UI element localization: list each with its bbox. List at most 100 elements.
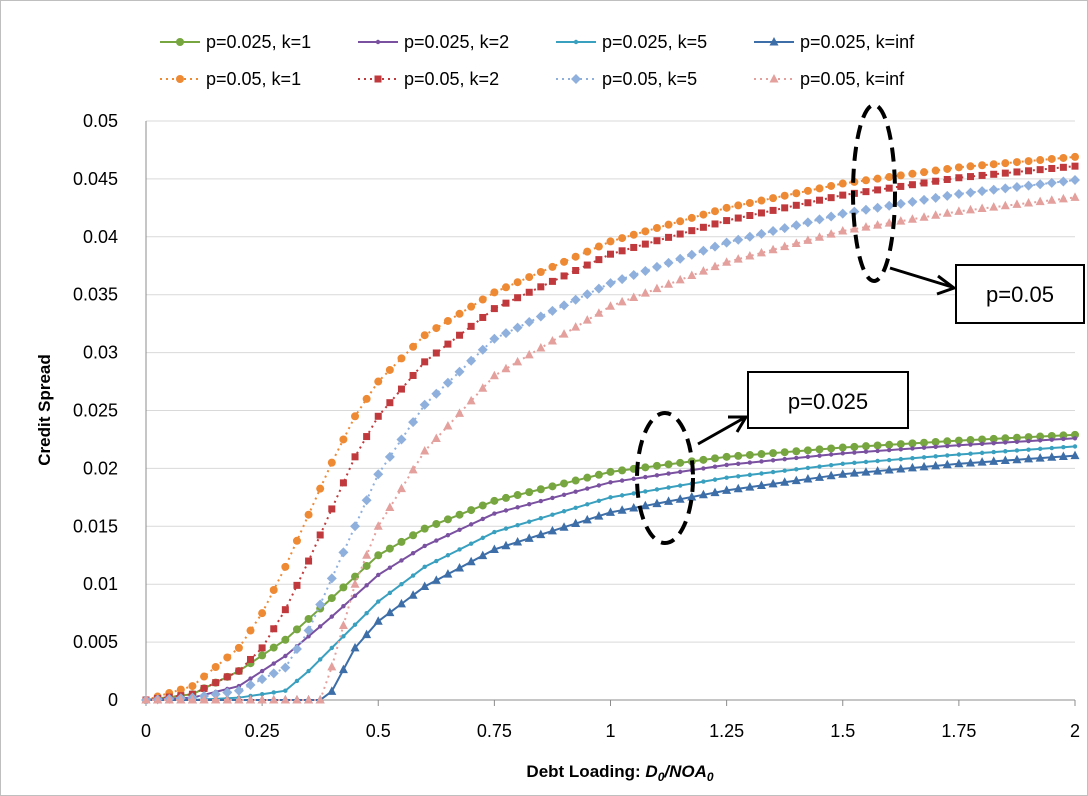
data-point xyxy=(780,477,790,486)
data-point xyxy=(362,550,372,559)
data-point xyxy=(455,408,465,417)
data-point xyxy=(399,558,404,563)
data-point xyxy=(756,247,766,257)
data-point xyxy=(722,203,731,212)
data-point xyxy=(258,651,267,660)
data-point xyxy=(559,522,569,531)
data-point xyxy=(861,176,870,185)
legend: p=0.025, k=1 p=0.025, k=2 p=0.025, k=5 p=0.… xyxy=(160,32,915,89)
data-point xyxy=(747,472,753,478)
data-point xyxy=(860,204,871,215)
data-point xyxy=(501,540,511,550)
data-point xyxy=(887,457,892,463)
data-point xyxy=(258,609,267,618)
data-point xyxy=(1012,199,1022,208)
data-point xyxy=(513,537,523,546)
data-point xyxy=(585,486,590,491)
data-point xyxy=(861,467,871,476)
data-point xyxy=(664,496,674,505)
p05-callout-box xyxy=(955,264,1085,324)
data-point xyxy=(698,245,709,256)
p05-ellipse xyxy=(851,103,897,283)
data-point xyxy=(352,593,358,598)
data-point xyxy=(898,447,904,452)
data-point xyxy=(525,488,534,497)
data-point xyxy=(399,582,404,587)
data-point xyxy=(931,437,940,446)
data-point xyxy=(968,442,973,447)
data-point xyxy=(618,234,627,243)
data-point xyxy=(1072,444,1078,449)
data-point xyxy=(305,557,313,565)
data-point xyxy=(792,201,800,209)
data-point xyxy=(1035,453,1045,462)
data-point xyxy=(443,569,453,578)
data-point xyxy=(826,229,836,238)
data-point xyxy=(269,585,278,594)
data-point xyxy=(874,186,882,194)
data-point xyxy=(930,192,941,203)
data-point xyxy=(817,464,822,469)
data-point xyxy=(397,354,406,363)
data-point xyxy=(956,443,962,448)
y-tick-label: 0.03 xyxy=(83,343,118,363)
series-4 xyxy=(142,152,1079,704)
data-point xyxy=(978,435,987,444)
data-point xyxy=(792,189,801,198)
data-point xyxy=(826,211,837,222)
data-point xyxy=(280,695,290,704)
data-point xyxy=(629,230,638,239)
data-point xyxy=(560,272,568,280)
data-point xyxy=(734,214,742,222)
data-point xyxy=(955,174,963,182)
data-point xyxy=(560,479,569,488)
data-point xyxy=(1071,430,1079,439)
data-point xyxy=(364,610,369,616)
x-axis-title-math: D0/NOA0 xyxy=(645,762,713,784)
data-point xyxy=(875,458,880,464)
data-point xyxy=(548,482,557,491)
data-point xyxy=(991,449,996,455)
data-point xyxy=(362,629,372,639)
data-point xyxy=(618,247,626,255)
data-point xyxy=(606,301,615,310)
data-point xyxy=(387,565,393,570)
data-point xyxy=(442,377,453,388)
data-point xyxy=(211,695,221,704)
data-point xyxy=(1071,152,1079,161)
data-point xyxy=(629,503,639,512)
legend-item: p=0.025, k=1 xyxy=(160,32,311,52)
data-point xyxy=(258,644,266,652)
data-point xyxy=(931,460,941,470)
data-point xyxy=(200,684,208,692)
data-point xyxy=(480,516,485,522)
data-point xyxy=(1036,432,1045,441)
data-point xyxy=(234,695,244,704)
series-lines xyxy=(141,152,1080,705)
data-point xyxy=(759,471,764,476)
data-point xyxy=(768,244,778,254)
data-point xyxy=(769,449,778,458)
data-point xyxy=(339,479,347,487)
data-point xyxy=(247,655,255,663)
data-point xyxy=(861,222,871,231)
data-point xyxy=(527,501,532,507)
data-point xyxy=(840,451,845,456)
data-point xyxy=(594,308,604,317)
data-point xyxy=(908,181,916,189)
y-tick-label: 0.035 xyxy=(73,285,118,305)
data-point xyxy=(257,674,268,685)
data-point xyxy=(1059,153,1068,162)
data-point xyxy=(501,283,510,292)
data-point xyxy=(466,355,477,366)
legend-item: p=0.05, k=inf xyxy=(754,69,905,89)
data-point xyxy=(803,186,812,195)
data-point xyxy=(942,459,952,469)
data-point xyxy=(805,465,811,471)
x-tick-label: 1.5 xyxy=(830,721,855,741)
data-point xyxy=(420,446,430,455)
data-point xyxy=(884,218,894,227)
data-point xyxy=(1061,445,1066,450)
data-point xyxy=(839,191,847,199)
